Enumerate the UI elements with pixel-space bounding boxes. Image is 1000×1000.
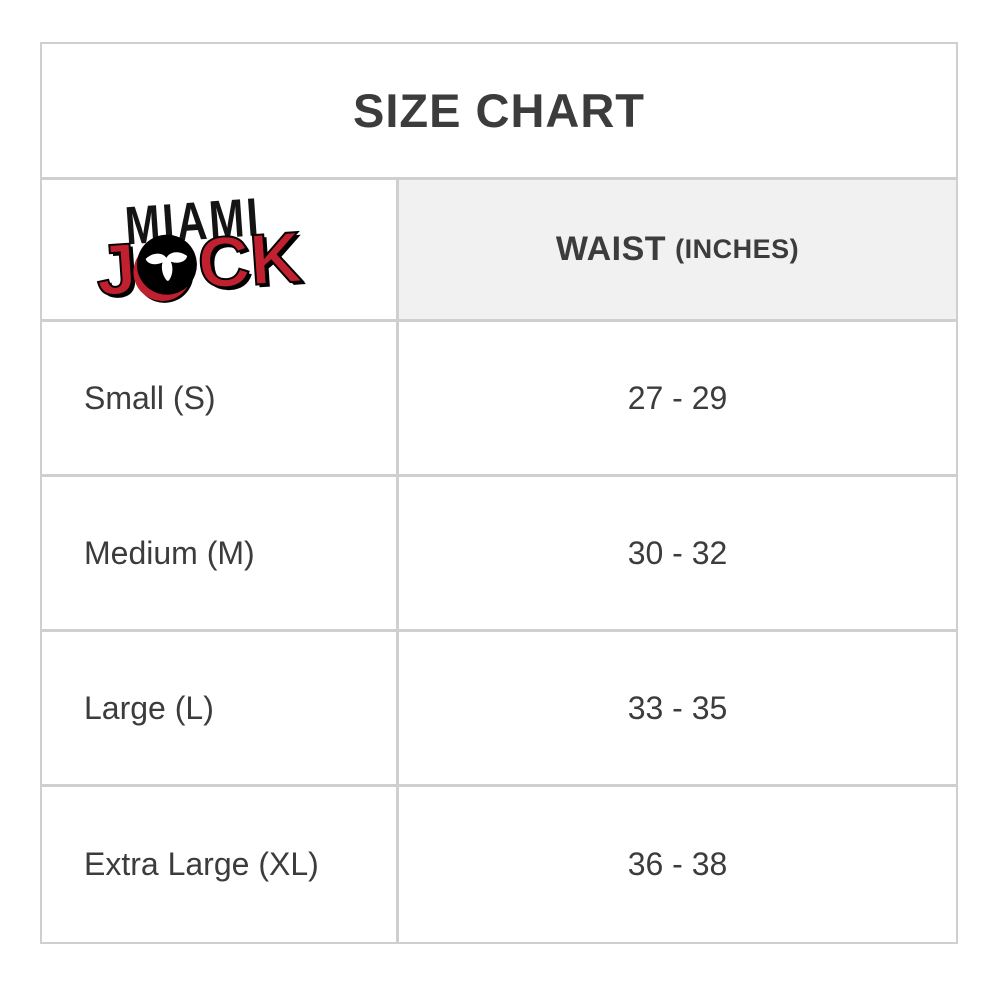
size-cell: Large (L): [42, 632, 399, 784]
size-cell: Medium (M): [42, 477, 399, 629]
waist-unit-label: (INCHES): [675, 234, 800, 264]
page-title: SIZE CHART: [353, 84, 645, 137]
table-row-large: Large (L) 33 - 35: [42, 632, 956, 787]
header-row: MIAMI J CK WAI: [42, 180, 956, 322]
logo-letters-ck: CK: [194, 216, 305, 305]
table-row-extra-large: Extra Large (XL) 36 - 38: [42, 787, 956, 942]
brand-logo-cell: MIAMI J CK: [42, 180, 399, 319]
logo-letter-j: J: [92, 227, 140, 312]
logo-black-circle: [134, 232, 199, 297]
waist-cell: 36 - 38: [627, 846, 728, 882]
table-row-small: Small (S) 27 - 29: [42, 322, 956, 477]
logo-text-jock: J CK: [92, 216, 305, 312]
waist-column-header: WAIST (INCHES): [399, 180, 956, 319]
miami-jock-logo: MIAMI J CK: [89, 180, 349, 319]
title-row: SIZE CHART: [42, 44, 956, 180]
jockstrap-icon: [131, 232, 199, 303]
waist-label: WAIST: [555, 230, 667, 268]
waist-cell: 27 - 29: [627, 379, 728, 416]
table-row-medium: Medium (M) 30 - 32: [42, 477, 956, 632]
size-cell: Small (S): [42, 322, 399, 474]
waist-cell: 30 - 32: [627, 534, 728, 571]
size-chart-table: SIZE CHART MIAMI J: [40, 42, 958, 944]
size-cell: Extra Large (XL): [42, 787, 399, 942]
waist-cell: 33 - 35: [627, 689, 728, 726]
